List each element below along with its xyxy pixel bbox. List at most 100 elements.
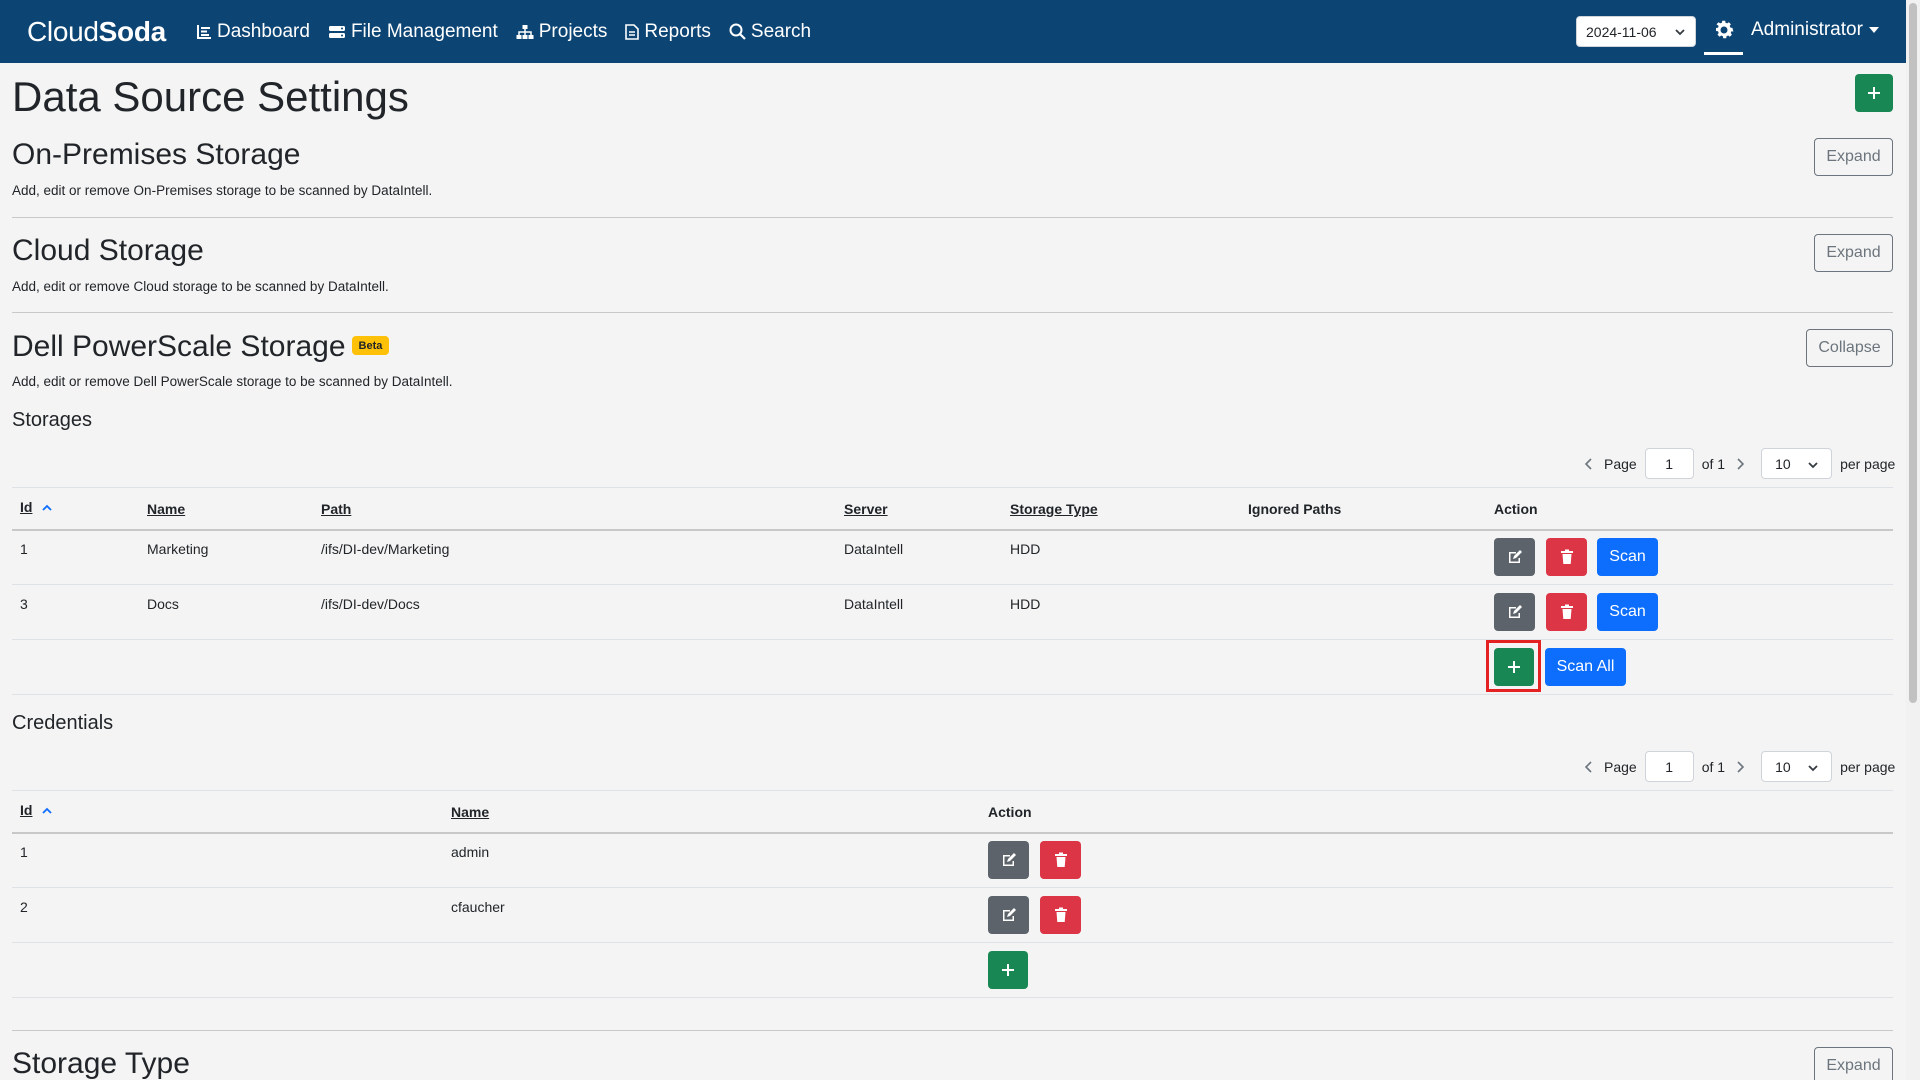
per-page-label: per page bbox=[1840, 758, 1896, 775]
table-cell-id: 2 bbox=[20, 899, 28, 915]
search-icon bbox=[729, 23, 746, 40]
next-page-button[interactable] bbox=[1733, 457, 1747, 471]
col-header-action: Action bbox=[1494, 501, 1538, 517]
col-header-id[interactable]: Id bbox=[20, 499, 32, 515]
section-divider bbox=[12, 217, 1893, 218]
chevron-left-icon bbox=[1584, 457, 1592, 470]
nav-search[interactable]: Search bbox=[729, 21, 811, 43]
chevron-down-icon bbox=[1808, 462, 1818, 469]
edit-button[interactable] bbox=[1494, 593, 1535, 631]
scan-button[interactable]: Scan bbox=[1597, 593, 1658, 631]
page-of-label: of 1 bbox=[1701, 758, 1726, 775]
plus-icon bbox=[1002, 964, 1014, 976]
per-page-select[interactable]: 10 bbox=[1761, 448, 1833, 479]
settings-button[interactable] bbox=[1704, 8, 1743, 55]
col-header-storage-type[interactable]: Storage Type bbox=[1010, 501, 1098, 517]
edit-icon bbox=[1508, 605, 1522, 618]
user-menu[interactable]: Administrator bbox=[1751, 19, 1879, 41]
page-number-input[interactable]: 1 bbox=[1644, 448, 1694, 479]
edit-button[interactable] bbox=[1494, 538, 1535, 576]
table-row-border bbox=[12, 694, 1893, 695]
nav-reports[interactable]: Reports bbox=[625, 21, 711, 43]
top-navbar: CloudSoda Dashboard File Management Proj… bbox=[0, 0, 1920, 63]
brand-logo[interactable]: CloudSoda bbox=[27, 16, 166, 48]
add-storage-button[interactable] bbox=[1494, 648, 1534, 686]
credentials-title: Credentials bbox=[12, 712, 114, 734]
prev-page-button[interactable] bbox=[1582, 760, 1596, 774]
trash-icon bbox=[1560, 604, 1573, 619]
dell-collapse-button[interactable]: Collapse bbox=[1806, 329, 1893, 367]
nav-file-management[interactable]: File Management bbox=[328, 21, 498, 43]
cloud-expand-button[interactable]: Expand bbox=[1814, 234, 1893, 272]
scan-button[interactable]: Scan bbox=[1597, 538, 1658, 576]
col-id-label: Id bbox=[20, 499, 33, 515]
credentials-pagination: Page 1 of 1 10 per page bbox=[1582, 751, 1895, 782]
edit-icon bbox=[1508, 550, 1522, 563]
table-row-border bbox=[12, 997, 1893, 998]
per-page-select[interactable]: 10 bbox=[1761, 751, 1833, 782]
edit-icon bbox=[1002, 908, 1016, 921]
section-divider bbox=[12, 1030, 1893, 1031]
dell-title: Dell PowerScale Storage Beta bbox=[12, 330, 390, 364]
table-border bbox=[12, 487, 1893, 488]
table-cell-type: HDD bbox=[1010, 541, 1041, 557]
edit-button[interactable] bbox=[988, 896, 1029, 934]
edit-icon bbox=[1002, 853, 1016, 866]
scan-all-button[interactable]: Scan All bbox=[1545, 648, 1626, 686]
col-header-name[interactable]: Name bbox=[451, 804, 490, 820]
onprem-expand-button[interactable]: Expand bbox=[1814, 138, 1893, 176]
storage-type-expand-button[interactable]: Expand bbox=[1814, 1047, 1893, 1080]
chevron-down-icon bbox=[1675, 29, 1685, 36]
brand-part1: Cloud bbox=[27, 16, 99, 47]
onprem-title: On-Premises Storage bbox=[12, 138, 301, 171]
delete-button[interactable] bbox=[1546, 538, 1587, 576]
table-cell-name: cfaucher bbox=[451, 899, 505, 915]
nav-dashboard-label: Dashboard bbox=[217, 20, 310, 42]
drive-icon bbox=[328, 25, 345, 38]
chevron-left-icon bbox=[1584, 760, 1592, 773]
table-border bbox=[12, 790, 1893, 791]
col-header-path[interactable]: Path bbox=[321, 501, 352, 517]
table-row-border bbox=[12, 639, 1893, 640]
trash-icon bbox=[1054, 852, 1067, 867]
delete-button[interactable] bbox=[1546, 593, 1587, 631]
page-label: Page bbox=[1604, 758, 1637, 775]
caret-down-icon bbox=[1868, 27, 1879, 33]
col-header-server[interactable]: Server bbox=[844, 501, 888, 517]
page-number-input[interactable]: 1 bbox=[1644, 751, 1694, 782]
storages-title: Storages bbox=[12, 409, 93, 431]
col-header-id[interactable]: Id bbox=[20, 802, 32, 818]
main-nav: Dashboard File Management Projects Repor… bbox=[196, 0, 811, 63]
per-page-label: per page bbox=[1840, 455, 1896, 472]
chart-icon bbox=[197, 24, 211, 39]
nav-projects[interactable]: Projects bbox=[516, 21, 607, 43]
per-page-value: 10 bbox=[1775, 455, 1791, 472]
beta-badge: Beta bbox=[351, 335, 390, 355]
col-header-name[interactable]: Name bbox=[147, 501, 186, 517]
storages-pagination: Page 1 of 1 10 per page bbox=[1582, 448, 1895, 479]
add-data-source-button[interactable] bbox=[1855, 74, 1893, 112]
table-row-border bbox=[12, 887, 1893, 888]
highlight-box bbox=[1486, 640, 1541, 692]
date-select[interactable]: 2024-11-06 bbox=[1576, 16, 1696, 47]
delete-button[interactable] bbox=[1040, 841, 1081, 879]
nav-dashboard[interactable]: Dashboard bbox=[196, 21, 310, 43]
delete-button[interactable] bbox=[1040, 896, 1081, 934]
edit-button[interactable] bbox=[988, 841, 1029, 879]
nav-search-label: Search bbox=[750, 20, 812, 42]
next-page-button[interactable] bbox=[1733, 760, 1747, 774]
page-title: Data Source Settings bbox=[12, 73, 409, 120]
table-cell-path: /ifs/DI-dev/Marketing bbox=[321, 541, 450, 557]
page-of-label: of 1 bbox=[1701, 455, 1726, 472]
scrollbar-thumb[interactable] bbox=[1909, 3, 1917, 703]
table-cell-server: DataIntell bbox=[844, 541, 904, 557]
plus-icon bbox=[1508, 661, 1520, 673]
trash-icon bbox=[1560, 549, 1573, 564]
table-row-border bbox=[12, 942, 1893, 943]
per-page-value: 10 bbox=[1775, 758, 1791, 775]
col-id-label: Id bbox=[20, 802, 33, 818]
add-credential-button[interactable] bbox=[988, 951, 1028, 989]
prev-page-button[interactable] bbox=[1582, 457, 1596, 471]
brand-part2: Soda bbox=[98, 16, 167, 47]
sitemap-icon bbox=[516, 24, 534, 39]
